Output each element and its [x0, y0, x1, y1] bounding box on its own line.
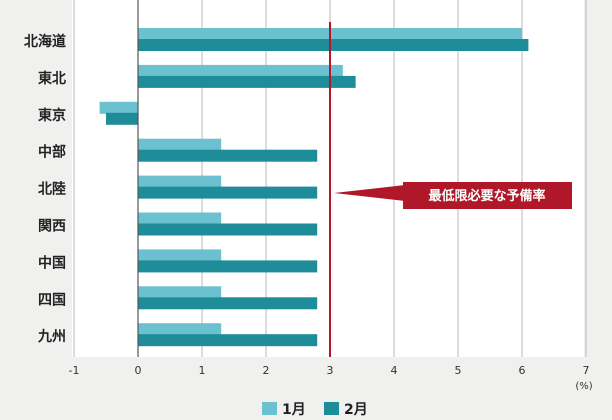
bars — [99, 28, 529, 347]
bar-九州-2月 — [138, 334, 318, 347]
x-tick-label: -1 — [69, 364, 80, 377]
x-tick-label: 5 — [455, 364, 462, 377]
callout-pointer — [334, 185, 405, 201]
bar-東京-1月 — [99, 101, 138, 114]
category-label: 九州 — [37, 329, 66, 345]
category-label: 北陸 — [38, 181, 66, 198]
category-label: 東京 — [38, 107, 66, 124]
category-label: 中国 — [38, 254, 66, 271]
bar-北陸-2月 — [138, 186, 318, 199]
bar-関西-2月 — [138, 223, 318, 236]
x-tick-label: 4 — [391, 364, 398, 377]
bar-中国-1月 — [138, 249, 222, 262]
x-tick-label: 2 — [263, 364, 270, 377]
x-tick-label: 0 — [135, 364, 142, 377]
x-tick-labels: -1 0 1 2 3 4 5 6 7 — [69, 364, 590, 377]
category-label: 東北 — [38, 70, 66, 87]
bar-九州-1月 — [138, 323, 222, 336]
bar-北海道-2月 — [138, 39, 529, 51]
category-label: 北海道 — [24, 33, 66, 50]
bar-中部-2月 — [138, 149, 318, 162]
reference-callout: 最低限必要な予備率 — [334, 182, 572, 209]
legend-label: 1月 — [282, 402, 306, 418]
bar-東北-1月 — [138, 64, 343, 77]
legend: 1月 2月 — [262, 402, 368, 418]
x-tick-label: 3 — [327, 364, 334, 377]
bar-東京-2月 — [106, 112, 138, 125]
x-tick-label: 7 — [583, 364, 590, 377]
bar-中国-2月 — [138, 260, 318, 273]
bar-東北-2月 — [138, 75, 356, 88]
category-label: 中部 — [38, 144, 66, 161]
unit-label: (%) — [575, 381, 592, 392]
legend-swatch — [324, 402, 339, 415]
x-tick-label: 1 — [199, 364, 206, 377]
callout-label: 最低限必要な予備率 — [428, 188, 545, 204]
bar-関西-1月 — [138, 212, 222, 225]
legend-label: 2月 — [344, 402, 368, 418]
bar-四国-2月 — [138, 297, 318, 310]
category-label: 関西 — [38, 219, 66, 235]
legend-swatch — [262, 402, 277, 415]
bar-中部-1月 — [138, 138, 222, 151]
bar-北陸-1月 — [138, 175, 222, 188]
bar-四国-1月 — [138, 286, 222, 299]
category-label: 四国 — [38, 292, 66, 308]
x-tick-label: 6 — [519, 364, 526, 377]
callout-box — [403, 182, 572, 209]
